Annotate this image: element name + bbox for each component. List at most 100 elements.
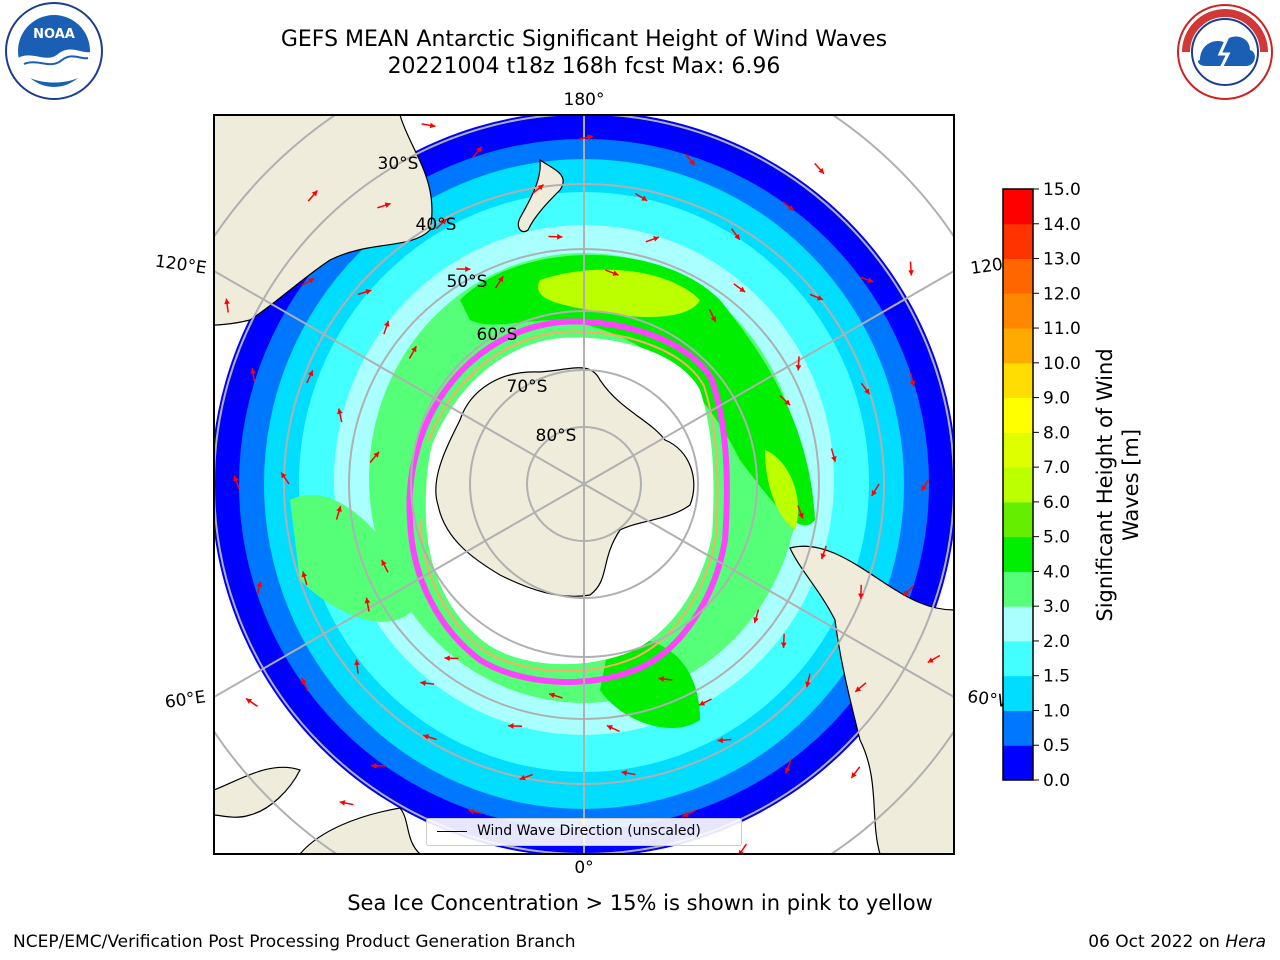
wave-direction-arrow bbox=[927, 654, 941, 664]
wave-direction-arrow bbox=[685, 153, 696, 166]
wave-direction-arrow bbox=[369, 451, 380, 464]
lon-label-180: 180° bbox=[564, 90, 605, 110]
wave-direction-arrow bbox=[797, 505, 804, 519]
wave-direction-arrow bbox=[809, 293, 824, 301]
nws-logo bbox=[1177, 4, 1273, 100]
wave-direction-arrow bbox=[820, 545, 827, 560]
wave-direction-arrow bbox=[779, 395, 791, 406]
south-america-land bbox=[789, 545, 954, 854]
wave-direction-arrow bbox=[578, 134, 593, 141]
australia-land bbox=[214, 115, 433, 326]
wave-direction-arrow bbox=[858, 584, 864, 599]
wave-direction-arrow bbox=[306, 370, 314, 384]
colorbar-block bbox=[1003, 675, 1033, 711]
colorbar-block bbox=[1003, 397, 1033, 433]
wave-direction-arrow bbox=[658, 676, 673, 682]
colorbar-block bbox=[1003, 606, 1033, 642]
wave-direction-arrow bbox=[645, 236, 660, 243]
wave-direction-arrow bbox=[850, 766, 861, 779]
chart-title: GEFS MEAN Antarctic Significant Height o… bbox=[280, 27, 888, 52]
wave-direction-arrow bbox=[854, 682, 867, 693]
colorbar-tick-label: 1.5 bbox=[1043, 667, 1070, 687]
colorbar-tick-label: 11.0 bbox=[1043, 319, 1081, 339]
wave-direction-arrow bbox=[909, 372, 916, 387]
host-name: Hera bbox=[1225, 932, 1266, 952]
map-legend: Wind Wave Direction (unscaled) bbox=[426, 818, 742, 846]
wave-band-60 bbox=[538, 269, 700, 317]
colorbar-tick-label: 7.0 bbox=[1043, 458, 1070, 478]
colorbar-block bbox=[1003, 640, 1033, 677]
legend-label: Wind Wave Direction (unscaled) bbox=[477, 823, 701, 839]
wave-direction-arrow bbox=[908, 261, 914, 276]
sea-ice-edge bbox=[406, 318, 730, 685]
colorbar-block bbox=[1003, 293, 1033, 329]
wave-direction-arrow bbox=[795, 356, 802, 371]
colorbar-tick-label: 13.0 bbox=[1043, 250, 1081, 270]
noaa-logo: NOAA bbox=[5, 2, 103, 100]
wave-direction-arrow bbox=[301, 571, 308, 586]
wave-direction-arrow bbox=[784, 759, 792, 774]
wave-direction-arrow bbox=[371, 762, 386, 769]
wave-band-60b bbox=[765, 450, 799, 530]
wave-direction-arrow bbox=[519, 773, 534, 781]
colorbar-tick-label: 0.0 bbox=[1043, 771, 1070, 791]
wave-direction-arrow bbox=[364, 597, 371, 612]
wave-direction-arrow bbox=[730, 228, 741, 241]
wave-direction-arrow bbox=[472, 146, 483, 158]
colorbar-tick-label: 3.0 bbox=[1043, 597, 1070, 617]
wind-wave-arrows bbox=[224, 122, 941, 854]
colorbar-tick-label: 14.0 bbox=[1043, 215, 1081, 235]
colorbar-ticks: 0.0 0.5 1.0 1.5 2.0 3.0 4.0 5.0 6.0 7.0 8.0 9.0 10.0… bbox=[1033, 180, 1081, 791]
colorbar-block bbox=[1003, 189, 1033, 225]
wave-direction-arrow bbox=[444, 655, 459, 662]
wave-direction-arrow bbox=[377, 202, 391, 209]
wave-direction-arrow bbox=[753, 609, 760, 624]
meridian-lines bbox=[214, 115, 954, 854]
wave-direction-arrow bbox=[548, 233, 563, 240]
new-zealand-land bbox=[517, 158, 564, 233]
colorbar-block bbox=[1003, 362, 1033, 399]
colorbar-block bbox=[1003, 745, 1033, 781]
wave-direction-arrow bbox=[307, 190, 318, 202]
wave-direction-arrow bbox=[420, 680, 435, 686]
sea-ice-edge-inner bbox=[419, 330, 719, 672]
wave-direction-arrow bbox=[335, 505, 342, 520]
wave-direction-arrow bbox=[782, 201, 795, 212]
wave-direction-arrow bbox=[280, 472, 290, 485]
lon-label-0: 0° bbox=[574, 858, 593, 878]
wave-direction-arrow bbox=[357, 289, 372, 296]
lon-label-120e: 120°E bbox=[154, 252, 208, 279]
wave-direction-arrow bbox=[780, 633, 787, 648]
colorbar: 0.0 0.5 1.0 1.5 2.0 3.0 4.0 5.0 6.0 7.0 8.0 9.0 10.0… bbox=[1002, 180, 1143, 791]
colorbar-tick-label: 5.0 bbox=[1043, 528, 1070, 548]
wave-direction-arrow bbox=[814, 162, 825, 175]
wave-direction-arrow bbox=[508, 723, 523, 729]
wave-direction-arrow bbox=[381, 559, 389, 573]
colorbar-block bbox=[1003, 571, 1033, 607]
wave-direction-arrow bbox=[250, 368, 256, 383]
colorbar-block bbox=[1003, 710, 1033, 746]
colorbar-tick-label: 6.0 bbox=[1043, 493, 1070, 513]
map-frame bbox=[213, 114, 955, 855]
wave-direction-arrow bbox=[902, 585, 915, 597]
wave-direction-arrow bbox=[606, 724, 620, 733]
wave-direction-arrow bbox=[245, 697, 259, 708]
wave-direction-arrow bbox=[354, 659, 360, 674]
credit-text: NCEP/EMC/Verification Post Processing Pr… bbox=[13, 932, 576, 952]
wave-direction-arrow bbox=[860, 382, 871, 395]
colorbar-label-line1: Significant Height of Wind bbox=[1093, 348, 1117, 621]
sea-ice-note: Sea Ice Concentration > 15% is shown in … bbox=[347, 891, 933, 915]
wave-direction-arrow bbox=[621, 770, 636, 776]
wave-direction-arrow bbox=[830, 448, 837, 463]
wave-direction-arrow bbox=[548, 692, 563, 699]
wave-direction-arrow bbox=[682, 809, 696, 818]
wave-direction-arrow bbox=[224, 298, 230, 313]
wave-direction-arrow bbox=[337, 408, 343, 423]
colorbar-frame bbox=[1002, 188, 1034, 781]
colorbar-tick-label: 0.5 bbox=[1043, 736, 1070, 756]
wave-direction-arrow bbox=[532, 183, 545, 195]
wave-direction-arrow bbox=[494, 275, 504, 289]
colorbar-block bbox=[1003, 467, 1033, 503]
colorbar-tick-label: 4.0 bbox=[1043, 562, 1070, 582]
